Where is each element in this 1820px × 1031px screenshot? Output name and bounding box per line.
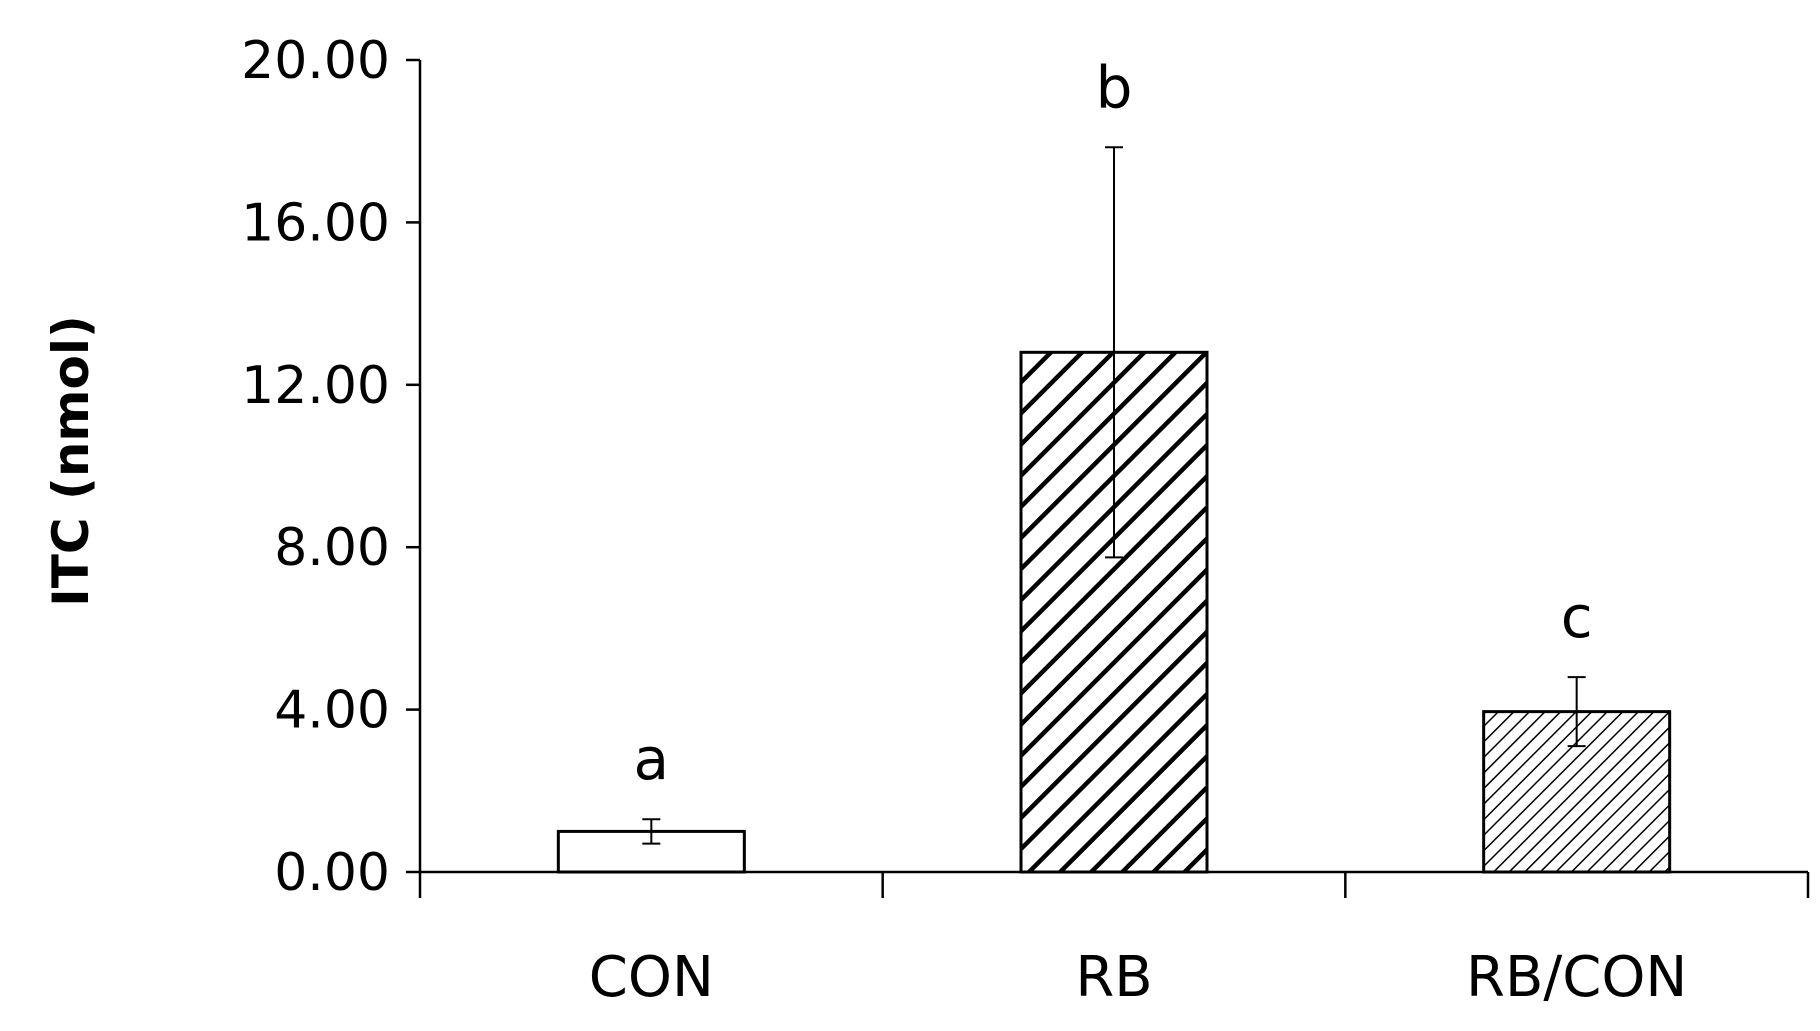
category-labels: CON RB RB/CON [589,945,1688,1010]
y-tick-label: 12.00 [241,356,390,416]
y-tick-label: 8.00 [274,518,390,578]
significance-label: c [1561,583,1593,651]
x-axis-ticks [418,872,1810,898]
significance-labels: a b c [634,53,1593,793]
significance-label: b [1096,53,1133,121]
y-axis-ticks: 0.00 4.00 8.00 12.00 16.00 20.00 [241,31,420,903]
y-tick-label: 0.00 [274,843,390,903]
y-tick-label: 20.00 [241,31,390,91]
significance-label: a [634,725,670,793]
y-tick-label: 16.00 [241,193,390,253]
y-tick-label: 4.00 [274,681,390,741]
error-bars [642,146,1586,845]
category-label: CON [589,945,714,1010]
y-axis-title: ITC (nmol) [42,315,100,607]
category-label: RB [1075,945,1152,1010]
category-label: RB/CON [1466,945,1687,1010]
